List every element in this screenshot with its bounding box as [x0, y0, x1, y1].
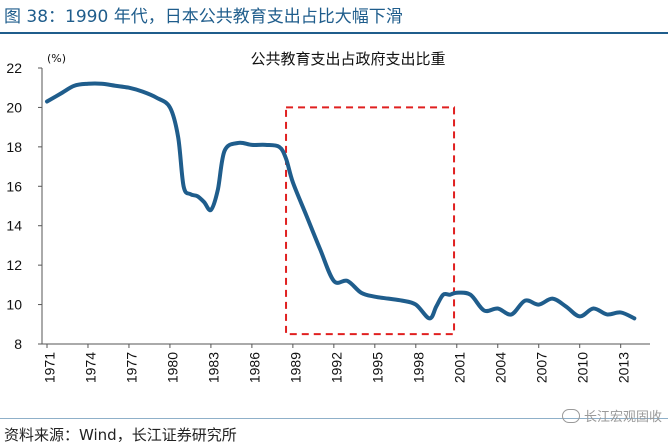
y-tick-label: 22	[6, 60, 22, 76]
watermark-text: 长江宏观固收	[583, 410, 662, 425]
x-tick-label: 2007	[533, 352, 549, 383]
x-tick-label: 1983	[206, 352, 222, 383]
highlight-box	[285, 106, 456, 336]
series-line	[45, 81, 637, 321]
y-axis-unit: (%)	[47, 52, 66, 65]
y-tick-label: 16	[6, 178, 22, 194]
y-tick-label: 10	[6, 297, 22, 313]
y-tick-label: 18	[6, 139, 22, 155]
y-tick-label: 14	[6, 218, 22, 234]
x-tick-label: 1995	[370, 352, 386, 383]
x-tick-label: 1989	[288, 352, 304, 383]
caption-underline	[0, 32, 668, 34]
chart-title: 公共教育支出占政府支出比重	[250, 50, 445, 68]
x-tick-label: 1998	[410, 352, 426, 383]
x-tick-label: 2013	[615, 352, 631, 383]
footer-divider	[0, 418, 668, 419]
x-tick-label: 1986	[247, 352, 263, 383]
figure-caption: 图 38：1990 年代，日本公共教育支出占比大幅下滑	[4, 7, 403, 27]
x-tick-label: 1971	[42, 352, 58, 383]
watermark: 长江宏观固收	[561, 406, 662, 425]
x-tick-label: 1980	[165, 352, 181, 383]
y-tick-label: 20	[6, 99, 22, 115]
line-chart: 公共教育支出占政府支出比重 (%) 8 10 12 14 16 18 20 22 1971 19…	[6, 50, 650, 383]
x-tick-label: 2004	[492, 352, 508, 383]
x-tick-label: 2010	[574, 352, 590, 383]
x-tick-label: 1977	[124, 352, 140, 383]
source-note: 资料来源：Wind，长江证券研究所	[4, 426, 237, 444]
y-tick-label: 12	[6, 257, 22, 273]
x-tick-label: 1974	[83, 352, 99, 383]
y-tick-label: 8	[14, 336, 22, 352]
x-tick-label: 1992	[329, 352, 345, 383]
x-tick-label: 2001	[451, 352, 467, 383]
wechat-icon	[561, 408, 580, 423]
